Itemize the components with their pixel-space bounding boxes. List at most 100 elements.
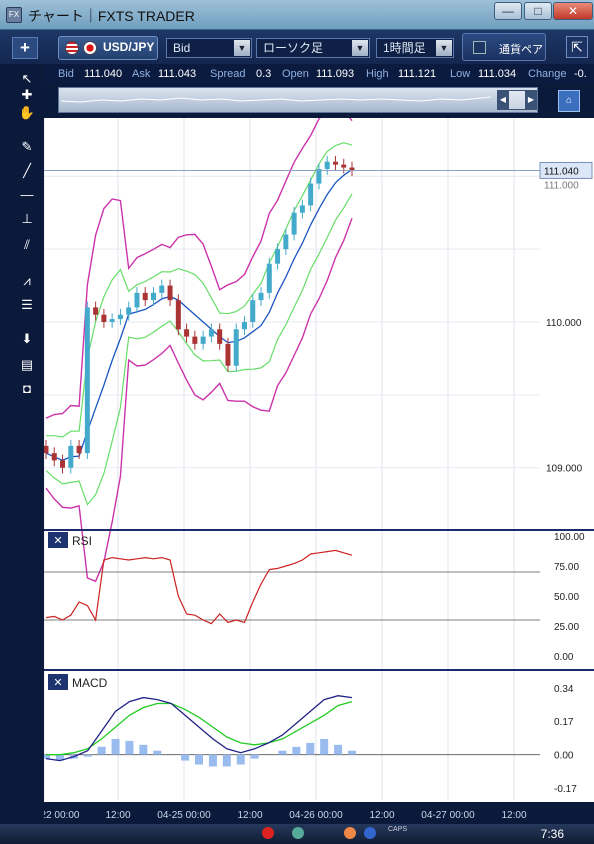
minimize-button[interactable]: — — [494, 2, 522, 20]
bollinger-mid-line — [45, 168, 353, 462]
compare-checkbox[interactable] — [473, 41, 486, 54]
macd-histogram-bar — [55, 754, 64, 761]
zoom-icon[interactable]: ⌂ — [558, 90, 580, 112]
price-axis-label: 109.000 — [546, 464, 583, 475]
chart-canvas: 111.040 111.000 110.000 109.000 ✕ RSI 100.00 75… — [41, 107, 594, 824]
open-value: 111.093 — [316, 68, 355, 80]
macd-signal-line — [46, 700, 353, 756]
high-value: 111.121 — [398, 68, 437, 80]
pencil-line-icon[interactable]: ✎ — [21, 139, 33, 154]
chart-area[interactable]: 111.040 111.000 110.000 109.000 ✕ RSI 100.00 75… — [41, 107, 594, 824]
candle-body — [76, 445, 82, 454]
arrow-cursor-icon[interactable]: ↖ — [21, 71, 33, 86]
compare-label: 通貨ペア — [499, 44, 543, 56]
trend-line-icon[interactable]: ╱ — [23, 163, 31, 178]
time-axis-bar — [44, 802, 594, 824]
camera-icon[interactable]: ◘ — [23, 381, 31, 396]
data-table-icon[interactable]: ▤ — [20, 357, 34, 372]
time-axis-label: 12:00 — [105, 810, 130, 821]
timeframe-select[interactable]: 1時間足 ▼ — [376, 38, 454, 58]
macd-title: MACD — [72, 676, 108, 690]
navigator-left-icon[interactable]: ◀ — [497, 91, 509, 109]
candle-body — [142, 292, 148, 301]
timeframe-value: 1時間足 — [383, 41, 426, 55]
symbol-label: USD/JPY — [103, 40, 155, 54]
chevron-down-icon: ▼ — [234, 40, 250, 56]
candle-body — [200, 336, 206, 344]
candle-body — [134, 292, 140, 308]
help-icon — [364, 827, 376, 839]
bid-value: 111.040 — [84, 68, 123, 80]
crosshair-icon[interactable]: ✚ — [21, 87, 33, 102]
macd-histogram-bar — [83, 754, 92, 757]
spread-label: Spread — [210, 68, 246, 80]
update-icon — [344, 827, 356, 839]
fibonacci-retracement-icon[interactable]: ☰ — [21, 297, 33, 312]
clock: 7:36 — [540, 827, 564, 841]
macd-histogram-bar — [236, 754, 245, 765]
spread-value: 0.3 — [256, 68, 272, 80]
candle-body — [51, 453, 57, 461]
candle-body — [126, 307, 132, 315]
candle-body — [258, 292, 264, 301]
current-price-tag — [539, 161, 593, 179]
network-icon — [292, 827, 304, 839]
rsi-axis-label: 50.00 — [554, 592, 579, 603]
taskbar: CAPS 7:36 — [0, 824, 594, 844]
collapse-arrow-icon[interactable]: ⇱ — [566, 36, 588, 58]
macd-line — [45, 695, 353, 762]
navigator-right-icon[interactable]: ▶ — [525, 91, 537, 109]
candle-body — [109, 319, 115, 322]
time-axis-label: 04-25 00:00 — [157, 810, 211, 821]
low-value: 111.034 — [478, 68, 517, 80]
candle-body — [117, 314, 123, 320]
candle-body — [349, 167, 355, 171]
macd-axis-label: -0.17 — [554, 784, 577, 795]
candle-body — [60, 460, 66, 468]
candle-body — [225, 343, 231, 366]
candle-body — [217, 329, 223, 344]
rsi-title: RSI — [72, 534, 92, 548]
price-type-select[interactable]: Bid ▼ — [166, 38, 252, 58]
macd-histogram-bar — [222, 754, 231, 767]
candle-body — [324, 161, 330, 169]
macd-histogram-bar — [42, 754, 50, 759]
price-axis-label: 110.000 — [546, 318, 582, 329]
candle-body — [266, 263, 272, 293]
bollinger-inner-lower-line — [45, 193, 353, 506]
add-chart-button[interactable]: + — [12, 37, 38, 59]
compare-pair-button[interactable]: 通貨ペア — [462, 33, 546, 61]
bid-label: Bid — [58, 68, 74, 80]
time-axis-label: 22 00:00 — [44, 810, 80, 821]
download-icon[interactable]: ⬇ — [21, 331, 33, 346]
maximize-button[interactable]: □ — [524, 2, 552, 20]
bollinger-inner-upper-line — [46, 142, 353, 438]
close-icon: ✕ — [53, 535, 62, 547]
macd-histogram-bar — [292, 746, 301, 755]
macd-histogram-bar — [320, 738, 329, 755]
candle-body — [275, 249, 281, 264]
rsi-axis-label: 100.00 — [554, 532, 585, 543]
macd-histogram-bar — [334, 744, 343, 755]
horizontal-line-icon[interactable]: — — [20, 187, 34, 202]
high-label: High — [366, 68, 389, 80]
fibonacci-fan-icon[interactable]: ⩘ — [23, 273, 31, 288]
symbol-selector[interactable]: USD/JPY — [58, 36, 158, 60]
hand-pan-icon[interactable]: ✋ — [18, 105, 36, 120]
macd-axis-label: 0.00 — [554, 751, 574, 762]
channel-icon[interactable]: ⫽ — [24, 237, 30, 252]
time-axis-label: 04-27 00:00 — [421, 810, 475, 821]
macd-histogram-bar — [208, 754, 217, 767]
chart-type-value: ローソク足 — [263, 41, 324, 55]
macd-histogram-bar — [250, 754, 259, 759]
drawing-tool-strip — [0, 64, 44, 834]
chevron-down-icon: ▼ — [436, 40, 452, 56]
chart-type-select[interactable]: ローソク足 ▼ — [256, 38, 370, 58]
chart-navigator[interactable]: ◀ ▶ — [58, 87, 538, 113]
candle-body — [43, 445, 49, 454]
vertical-line-icon[interactable]: ⊥ — [21, 211, 33, 226]
macd-histogram-bar — [153, 750, 162, 755]
close-button[interactable]: ✕ — [553, 2, 593, 20]
candle-body — [283, 234, 289, 250]
macd-histogram-bar — [348, 750, 356, 755]
